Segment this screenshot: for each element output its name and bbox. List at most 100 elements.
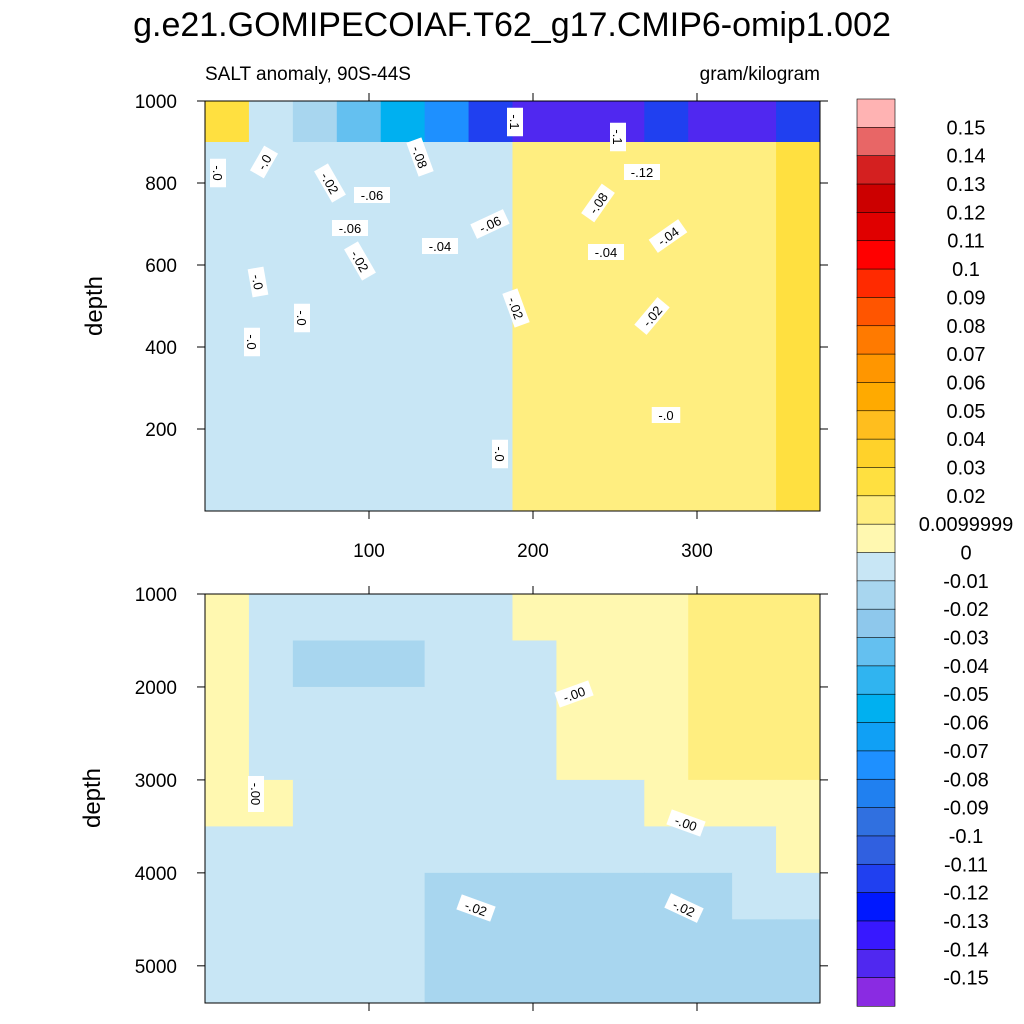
- heatmap-cell: [205, 686, 250, 735]
- colorbar-swatch: [856, 580, 896, 610]
- heatmap-cell: [248, 872, 294, 920]
- heatmap-cell: [424, 965, 470, 1003]
- heatmap-cell: [380, 733, 426, 781]
- colorbar-swatch: [856, 353, 896, 384]
- colorbar-label: -0.06: [943, 713, 989, 735]
- colorbar-label: 0.02: [947, 486, 986, 508]
- y-tick-label: 200: [145, 420, 177, 441]
- heatmap-cell: [512, 779, 558, 827]
- heatmap-cell: [248, 826, 294, 874]
- heatmap-cell: [205, 594, 250, 642]
- contour-label-text: -.12: [631, 165, 653, 180]
- colorbar-swatch: [856, 467, 896, 497]
- heatmap-cell: [205, 965, 250, 1003]
- contour-label-box: [666, 809, 706, 837]
- heatmap-cell: [776, 826, 820, 874]
- contour-label-box: [344, 241, 376, 281]
- heatmap-cell: [205, 919, 250, 967]
- heatmap-cell: [468, 640, 514, 688]
- heatmap-cell: [556, 919, 601, 967]
- heatmap-cell: [205, 733, 250, 781]
- contour-label-text: -.0: [658, 408, 673, 423]
- contour-label: -.00: [666, 809, 706, 837]
- colorbar-label: 0.12: [947, 202, 986, 224]
- heatmap-cell: [336, 919, 382, 967]
- heatmap-cell: [732, 686, 777, 735]
- heatmap-cell: [380, 872, 426, 920]
- heatmap-cell: [248, 686, 294, 735]
- heatmap-cell: [644, 826, 689, 874]
- contour-label: -.08: [406, 137, 434, 177]
- colorbar-label: -0.07: [943, 741, 989, 763]
- contour-label-text: -.04: [595, 245, 617, 260]
- colorbar-swatch: [856, 949, 896, 979]
- y-tick-label: 1000: [135, 92, 177, 113]
- colorbar-label: -0.01: [943, 571, 989, 593]
- subtitle-left: SALT anomaly, 90S-44S: [205, 64, 411, 85]
- colorbar-swatch: [856, 127, 896, 157]
- contour-label-box: [249, 145, 279, 179]
- contour-label-box: [248, 776, 264, 812]
- heatmap-cell: [248, 965, 294, 1003]
- colorbar-label: 0.13: [947, 174, 986, 196]
- colorbar-swatch: [856, 807, 896, 837]
- heatmap-cell: [556, 965, 601, 1003]
- contour-label: -.0: [249, 145, 279, 179]
- upper-y-axis-label: depth: [81, 276, 108, 336]
- heatmap-cell: [776, 640, 820, 688]
- colorbar-label: -0.02: [943, 599, 989, 621]
- heatmap-cell: [732, 142, 777, 511]
- colorbar-swatch: [856, 495, 896, 525]
- colorbar-label: 0: [960, 543, 971, 565]
- contour-label-text: -.0: [254, 152, 275, 173]
- contour-label: -.06: [354, 187, 390, 203]
- heatmap-cell: [600, 826, 645, 874]
- heatmap-cell: [732, 640, 777, 688]
- colorbar: 0.15 0.14 0.13 0.12 0.11 0.1 0.09 0.08 0.07 0.06 0…: [856, 98, 1013, 1007]
- heatmap-cell: [732, 733, 777, 781]
- colorbar-label: -0.09: [943, 798, 989, 820]
- heatmap-cell: [205, 779, 250, 827]
- heatmap-cell: [512, 733, 558, 781]
- contour-label: -.0: [244, 327, 260, 357]
- contour-label-box: [210, 158, 226, 188]
- heatmap-cell: [556, 872, 601, 920]
- heatmap-cell: [688, 733, 733, 781]
- contour-label-box: [492, 439, 508, 469]
- heatmap-cell: [556, 733, 601, 781]
- heatmap-cell: [468, 919, 514, 967]
- colorbar-label: -0.03: [943, 628, 989, 650]
- heatmap-cell: [468, 686, 514, 735]
- heatmap-cell: [776, 872, 820, 920]
- heatmap-cell: [688, 142, 733, 511]
- colorbar-swatch: [856, 382, 896, 412]
- heatmap-cell: [688, 686, 733, 735]
- colorbar-swatch: [856, 665, 896, 695]
- colorbar-swatch: [856, 410, 896, 440]
- upper-ticks: 100 200 300 200 400 600 800 1000: [135, 92, 828, 562]
- colorbar-swatch: [856, 438, 896, 469]
- lower-panel: -.00-.00-.00-.02 -.02 1000200030004000500…: [79, 585, 828, 1011]
- y-tick-label: 400: [145, 338, 177, 359]
- colorbar-swatch: [856, 523, 896, 554]
- heatmap-cell: [644, 686, 689, 735]
- colorbar-swatch: [856, 977, 896, 1007]
- heatmap-cell: [600, 640, 645, 688]
- heatmap-cell: [600, 686, 645, 735]
- contour-label-text: -.0: [492, 446, 507, 461]
- heatmap-cell: [380, 826, 426, 874]
- heatmap-cell: [292, 965, 338, 1003]
- colorbar-label: 0.03: [947, 457, 986, 479]
- heatmap-cell: [292, 826, 338, 874]
- heatmap-cell: [776, 594, 820, 642]
- heatmap-cell: [776, 919, 820, 967]
- lower-plot-frame: [204, 593, 821, 1004]
- heatmap-cell: [380, 594, 426, 642]
- heatmap-cell: [556, 779, 601, 827]
- heatmap-cell: [512, 826, 558, 874]
- colorbar-swatch: [856, 552, 896, 582]
- heatmap-cell: [512, 965, 558, 1003]
- colorbar-label: -0.1: [949, 826, 983, 848]
- heatmap-cell: [248, 640, 294, 688]
